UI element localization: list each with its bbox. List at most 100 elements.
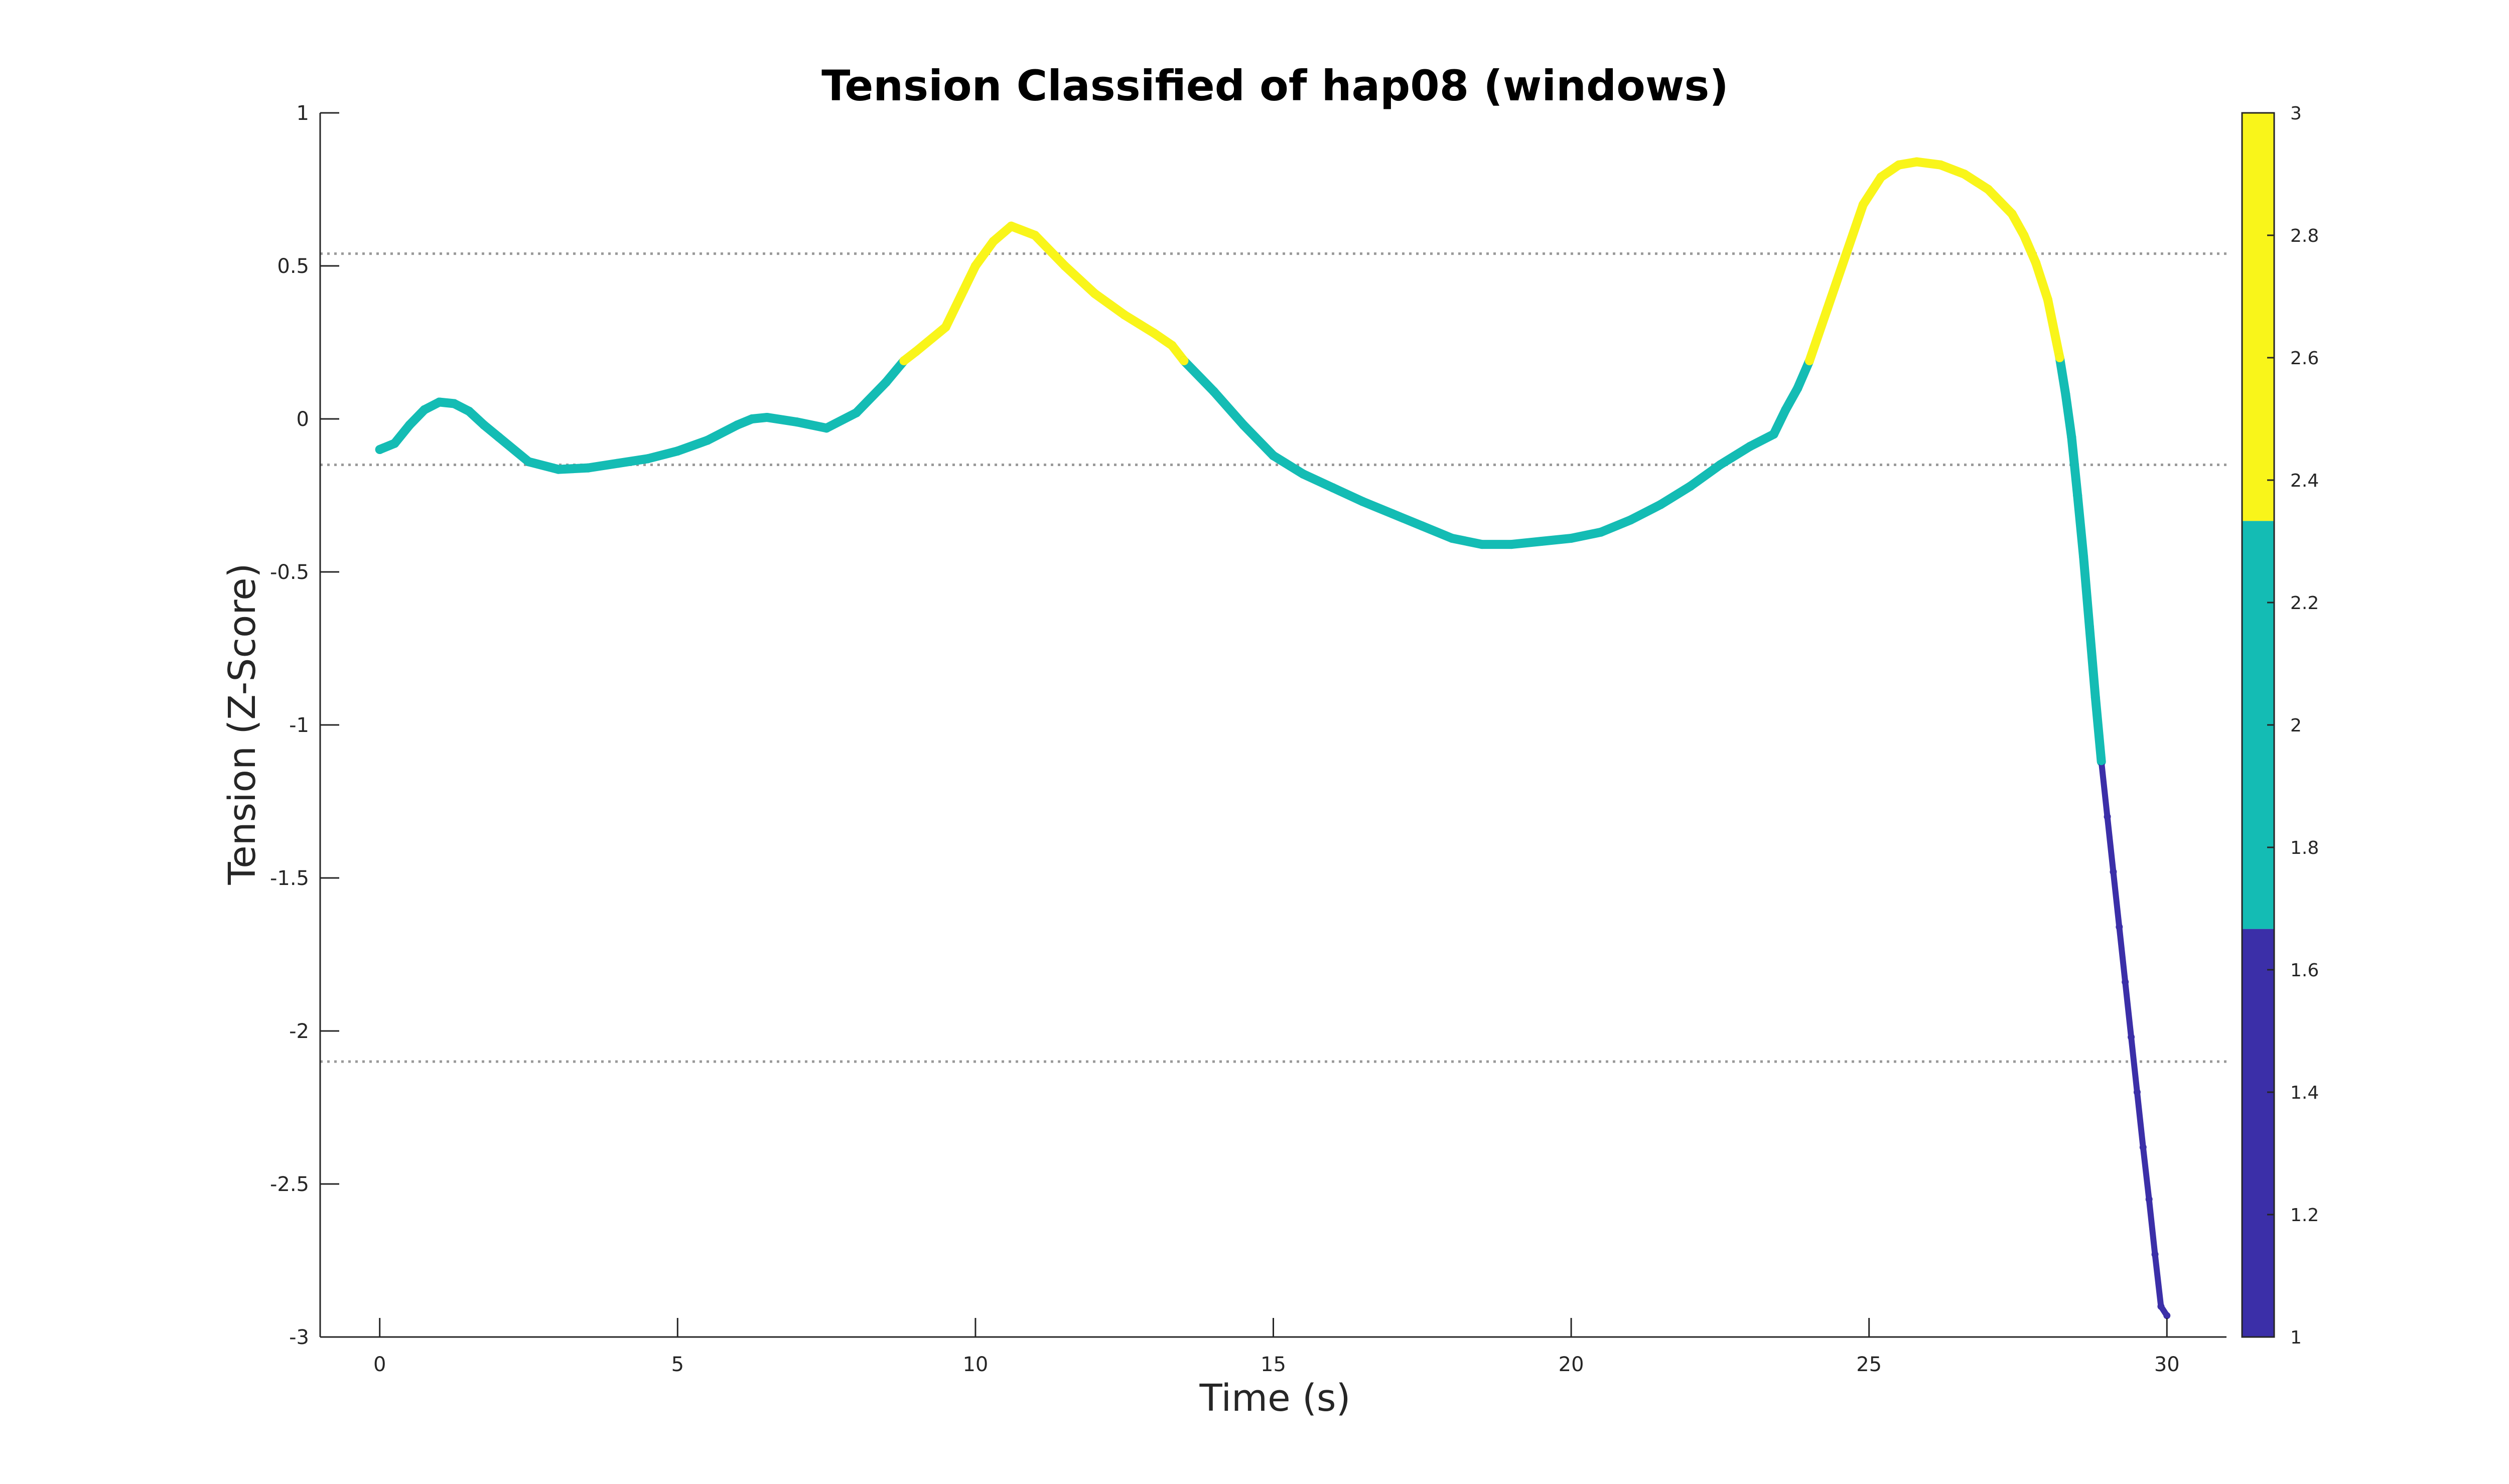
- x-tick-label: 0: [373, 1353, 386, 1376]
- data-point: [941, 323, 950, 332]
- data-point: [959, 285, 968, 295]
- y-tick-label: -1.5: [270, 867, 309, 890]
- data-point: [2092, 694, 2099, 701]
- data-point: [1478, 541, 1486, 548]
- data-point: [703, 435, 712, 445]
- y-tick-label: -3: [289, 1326, 309, 1349]
- data-point: [2122, 978, 2129, 986]
- data-point: [613, 459, 623, 468]
- data-point: [1388, 510, 1396, 518]
- colorbar: 1 1.2 1.4 1.6 1.8 2 2.2 2.4 2.6 2.8 3: [2241, 103, 2319, 1348]
- series-segment: [1656, 482, 1695, 509]
- series-segment: [1030, 231, 1069, 270]
- data-point: [1781, 405, 1790, 414]
- series-segment: [2128, 1034, 2140, 1095]
- series-segment: [2146, 1196, 2158, 1258]
- colorbar-tick-label: 1.2: [2290, 1205, 2319, 1226]
- data-point: [2151, 1251, 2159, 1258]
- y-tick-label: -1: [289, 714, 309, 737]
- data-point: [1298, 469, 1308, 479]
- series-segment: [1060, 261, 1099, 298]
- data-point: [1745, 441, 1755, 451]
- series-segment: [970, 237, 998, 270]
- series-segment: [959, 261, 980, 295]
- data-point: [479, 420, 489, 430]
- data-point: [1419, 522, 1426, 530]
- series-segment: [1447, 533, 1487, 549]
- series-segment: [1239, 420, 1278, 461]
- series-segment: [822, 408, 861, 433]
- data-point: [435, 397, 444, 407]
- data-point: [2085, 623, 2093, 631]
- series-segment: [1269, 451, 1308, 479]
- series-segment: [2055, 353, 2070, 399]
- y-axis-label: Tension (Z-Score): [221, 563, 264, 885]
- data-point: [2128, 1033, 2135, 1041]
- series-segment: [2043, 295, 2064, 362]
- series-segment: [1858, 173, 1886, 209]
- x-tick-label: 30: [2154, 1353, 2180, 1376]
- y-tick-label: -2.5: [270, 1173, 309, 1196]
- y-tick-label: -0.5: [270, 561, 309, 584]
- data-point: [1597, 528, 1605, 536]
- series-segment: [1841, 200, 1868, 261]
- data-point: [1538, 538, 1545, 545]
- data-point: [1769, 429, 1778, 439]
- data-point: [1030, 231, 1040, 240]
- series-segment: [613, 454, 652, 468]
- series-segment: [792, 417, 831, 433]
- series-segment: [673, 435, 712, 456]
- data-point: [1150, 329, 1159, 338]
- series-segment: [2031, 258, 2052, 305]
- colorbar-tick-label: 2.2: [2290, 593, 2319, 614]
- data-point: [1804, 356, 1814, 366]
- data-point: [747, 414, 757, 423]
- series-segment: [2098, 759, 2111, 820]
- data-point: [2098, 758, 2105, 766]
- series-segment: [1209, 387, 1248, 430]
- data-point: [1120, 310, 1129, 320]
- series-segment: [941, 285, 968, 332]
- data-point: [450, 399, 459, 408]
- data-point: [2019, 231, 2029, 240]
- series-segment: [584, 459, 623, 473]
- series-segment: [1596, 515, 1635, 537]
- data-point: [1841, 252, 1850, 261]
- data-point: [584, 463, 593, 473]
- series-segment: [2152, 1251, 2164, 1309]
- colorbar-tick-label: 1: [2290, 1327, 2302, 1348]
- chart-title: Tension Classified of hap08 (windows): [821, 61, 1729, 110]
- series-segment: [1298, 469, 1338, 493]
- series-segment: [2067, 432, 2082, 500]
- colorbar-tick-label: 1.6: [2290, 960, 2319, 981]
- data-point: [822, 423, 831, 433]
- data-point: [2007, 209, 2017, 219]
- data-point: [390, 438, 399, 448]
- series-segment: [1793, 356, 1814, 393]
- data-point: [792, 417, 801, 427]
- y-axis-ticks: -3 -2.5 -2 -1.5 -1 -0.5 0 0.5 1: [270, 102, 339, 1349]
- y-tick-label: -2: [289, 1020, 309, 1043]
- x-axis-ticks: 0 5 10 15 20 25 30: [373, 1318, 2180, 1376]
- series-segment: [1567, 527, 1606, 543]
- data-point: [2104, 813, 2111, 820]
- series-segment: [881, 356, 909, 387]
- series-segment: [643, 447, 682, 464]
- x-tick-label: 20: [1559, 1353, 1584, 1376]
- series-segment: [553, 463, 593, 474]
- series-segment: [2116, 924, 2129, 985]
- data-point: [2133, 1089, 2141, 1096]
- series-segment: [1328, 483, 1367, 506]
- colorbar-tick-label: 3: [2290, 103, 2302, 124]
- data-point: [989, 237, 998, 246]
- data-point: [2163, 1312, 2171, 1319]
- series-segment: [2073, 491, 2088, 561]
- series-segment: [852, 377, 891, 417]
- series-segment: [2084, 622, 2100, 702]
- data-point: [1686, 482, 1695, 491]
- y-tick-label: 0.5: [277, 255, 309, 278]
- data-point: [1358, 497, 1367, 506]
- data-point: [1269, 451, 1278, 461]
